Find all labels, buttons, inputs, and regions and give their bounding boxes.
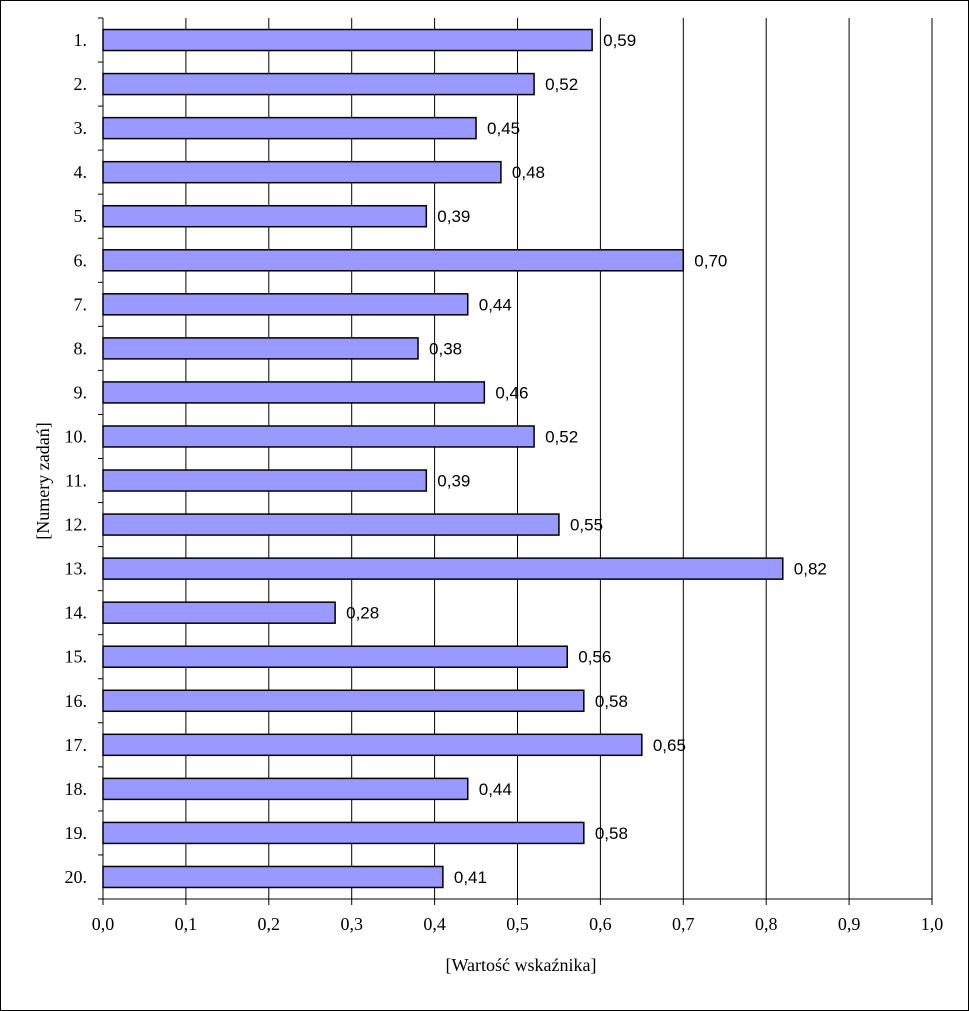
data-label: 0,70 xyxy=(694,251,727,270)
bar xyxy=(102,601,336,624)
data-label: 0,52 xyxy=(545,427,578,446)
bar xyxy=(102,116,477,140)
category-label: 10. xyxy=(65,426,88,446)
x-tick-label: 1,0 xyxy=(921,914,944,934)
category-label: 15. xyxy=(65,647,88,667)
data-label: 0,48 xyxy=(512,163,545,182)
category-label: 1. xyxy=(74,30,88,50)
category-label: 12. xyxy=(65,515,88,535)
bar xyxy=(102,204,428,228)
bar xyxy=(102,821,585,845)
axes xyxy=(98,17,933,905)
category-label: 8. xyxy=(74,338,88,358)
x-tick-label: 0,6 xyxy=(589,914,612,934)
data-label: 0,58 xyxy=(595,692,628,711)
category-label: 19. xyxy=(65,823,88,843)
data-label: 0,58 xyxy=(595,824,628,843)
bar xyxy=(102,72,535,96)
bar xyxy=(102,160,502,184)
bar xyxy=(102,733,643,757)
bar xyxy=(102,689,585,713)
bar xyxy=(102,293,469,316)
category-label: 17. xyxy=(65,735,88,755)
x-tick-label: 0,7 xyxy=(672,914,695,934)
data-label: 0,65 xyxy=(653,736,686,755)
labels: 0,59 1. 0,52 2. 0,45 3. 0,48 4. 0,39 5. 0,70 6. 0,44… xyxy=(65,30,944,934)
data-label: 0,39 xyxy=(437,472,470,491)
category-label: 14. xyxy=(65,603,88,623)
data-label: 0,46 xyxy=(495,383,528,402)
category-label: 11. xyxy=(65,471,87,491)
data-label: 0,59 xyxy=(603,31,636,50)
data-label: 0,56 xyxy=(578,648,611,667)
gridlines xyxy=(185,18,933,899)
data-label: 0,44 xyxy=(479,295,512,314)
data-label: 0,82 xyxy=(794,560,827,579)
category-label: 18. xyxy=(65,779,88,799)
category-label: 4. xyxy=(74,162,88,182)
category-label: 7. xyxy=(74,294,88,314)
data-label: 0,44 xyxy=(479,780,512,799)
data-label: 0,39 xyxy=(437,207,470,226)
category-label: 2. xyxy=(74,74,88,94)
bar xyxy=(102,249,685,272)
data-label: 0,38 xyxy=(429,339,462,358)
bar xyxy=(102,425,535,448)
data-label: 0,52 xyxy=(545,75,578,94)
bar xyxy=(102,337,419,360)
x-tick-label: 0,9 xyxy=(838,914,861,934)
x-tick-label: 0,3 xyxy=(340,914,363,934)
bars xyxy=(102,28,784,889)
x-tick-label: 0,2 xyxy=(258,914,281,934)
data-label: 0,45 xyxy=(487,119,520,138)
x-tick-label: 0,8 xyxy=(755,914,778,934)
x-tick-label: 0,4 xyxy=(423,914,446,934)
category-label: 20. xyxy=(65,867,88,887)
data-label: 0,28 xyxy=(346,604,379,623)
category-label: 5. xyxy=(74,206,88,226)
category-label: 13. xyxy=(65,559,88,579)
data-label: 0,55 xyxy=(570,516,603,535)
category-label: 9. xyxy=(74,382,88,402)
bar xyxy=(102,777,469,801)
x-tick-label: 0,0 xyxy=(92,914,115,934)
x-tick-label: 0,1 xyxy=(175,914,198,934)
x-axis-title: [Wartość wskaźnika] xyxy=(446,955,597,975)
bar xyxy=(102,469,428,492)
bar xyxy=(102,28,593,52)
bar xyxy=(102,381,486,404)
category-label: 6. xyxy=(74,250,88,270)
bar xyxy=(102,645,568,668)
category-label: 3. xyxy=(74,118,88,138)
bar xyxy=(102,557,784,580)
category-label: 16. xyxy=(65,691,88,711)
y-axis-title: [Numery zadań] xyxy=(33,422,53,539)
bar xyxy=(102,865,444,889)
x-tick-label: 0,5 xyxy=(506,914,529,934)
data-label: 0,41 xyxy=(454,868,487,887)
bar xyxy=(102,513,560,536)
